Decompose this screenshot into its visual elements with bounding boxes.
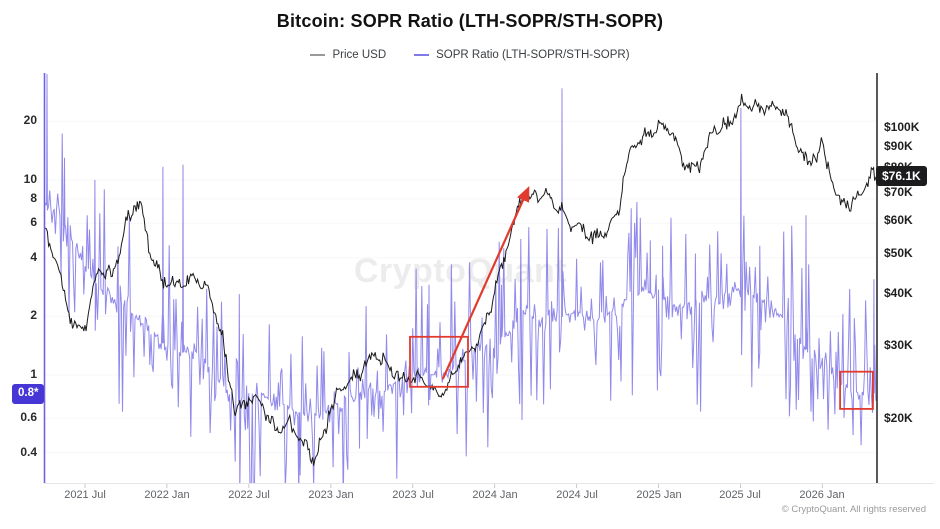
y-axis-left-label: 20 xyxy=(23,113,37,127)
y-axis-right-label: $60K xyxy=(884,213,913,227)
legend: Price USD SOPR Ratio (LTH-SOPR/STH-SOPR) xyxy=(0,49,940,61)
price-usd-line xyxy=(44,93,877,466)
y-axis-right-label: $100K xyxy=(884,120,920,134)
x-axis-label: 2025 Jan xyxy=(636,489,682,501)
x-axis-label: 2025 Jul xyxy=(719,489,761,501)
legend-item-price[interactable]: Price USD xyxy=(310,49,386,61)
price-current-badge: $76.1K xyxy=(876,166,927,186)
x-axis-label: 2022 Jan xyxy=(144,489,190,501)
x-axis-label: 2022 Jul xyxy=(228,489,270,501)
y-axis-left-label: 2 xyxy=(30,308,37,322)
x-axis-label: 2023 Jan xyxy=(308,489,354,501)
y-axis-left-label: 10 xyxy=(23,172,37,186)
legend-item-sopr[interactable]: SOPR Ratio (LTH-SOPR/STH-SOPR) xyxy=(414,49,630,61)
y-axis-left-label: 0.4 xyxy=(20,445,37,459)
y-axis-right-label: $40K xyxy=(884,286,913,300)
copyright: © CryptoQuant. All rights reserved xyxy=(781,504,926,515)
y-axis-left-label: 6 xyxy=(30,215,37,229)
y-axis-right-label: $30K xyxy=(884,338,913,352)
sopr-line-swatch-icon xyxy=(414,54,430,56)
sopr-ratio-line xyxy=(44,73,877,483)
x-axis-label: 2026 Jan xyxy=(799,489,845,501)
y-axis-right-label: $50K xyxy=(884,246,913,260)
annotation-arrow xyxy=(441,185,530,380)
x-axis-label: 2024 Jul xyxy=(556,489,598,501)
y-axis-left-label: 1 xyxy=(30,367,37,381)
x-axis-label: 2024 Jan xyxy=(472,489,518,501)
x-axis-label: 2023 Jul xyxy=(392,489,434,501)
y-axis-left-label: 8 xyxy=(30,191,37,205)
legend-label-sopr: SOPR Ratio (LTH-SOPR/STH-SOPR) xyxy=(436,49,630,61)
annotation-box xyxy=(839,370,874,410)
y-axis-left-label: 4 xyxy=(30,250,37,264)
sopr-current-badge: 0.8* xyxy=(12,384,45,404)
y-axis-left-label: 0.6 xyxy=(20,410,37,424)
legend-label-price: Price USD xyxy=(332,49,387,61)
annotation-box xyxy=(409,335,469,388)
y-axis-right-label: $20K xyxy=(884,411,913,425)
y-axis-right-label: $70K xyxy=(884,185,913,199)
chart-title: Bitcoin: SOPR Ratio (LTH-SOPR/STH-SOPR) xyxy=(276,11,664,31)
x-axis-label: 2021 Jul xyxy=(64,489,106,501)
y-axis-right-label: $90K xyxy=(884,139,913,153)
price-line-swatch-icon xyxy=(310,54,326,56)
